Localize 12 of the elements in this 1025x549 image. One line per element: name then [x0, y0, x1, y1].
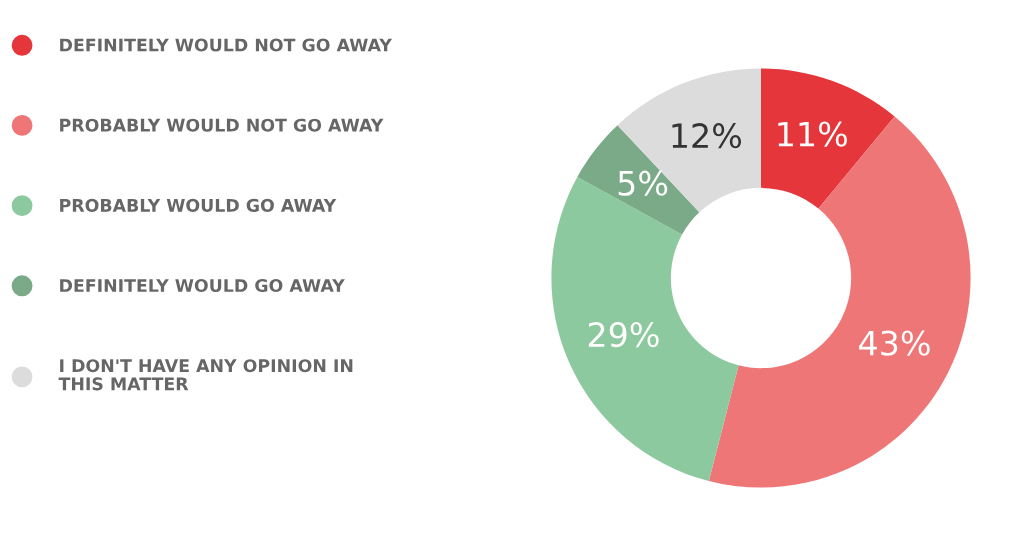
donut-slice: [617, 68, 761, 213]
data-label: 5%: [618, 170, 668, 196]
data-label: 29%: [588, 321, 659, 348]
legend-label: DEFINITELY WOULD GO AWAY: [60, 278, 345, 293]
donut-slice: [761, 68, 895, 209]
legend-label: PROBABLY WOULD NOT GO AWAY: [60, 118, 384, 132]
legend-label: I DON'T HAVE ANY OPINION IN THIS MATTER: [58, 359, 353, 391]
legend-label: PROBABLY WOULD GO AWAY: [60, 198, 337, 212]
data-label: 11%: [778, 121, 847, 147]
data-label: 43%: [859, 330, 930, 356]
legend-label: DEFINITELY WOULD NOT GO AWAY: [60, 38, 393, 52]
data-label: 12%: [672, 123, 742, 149]
